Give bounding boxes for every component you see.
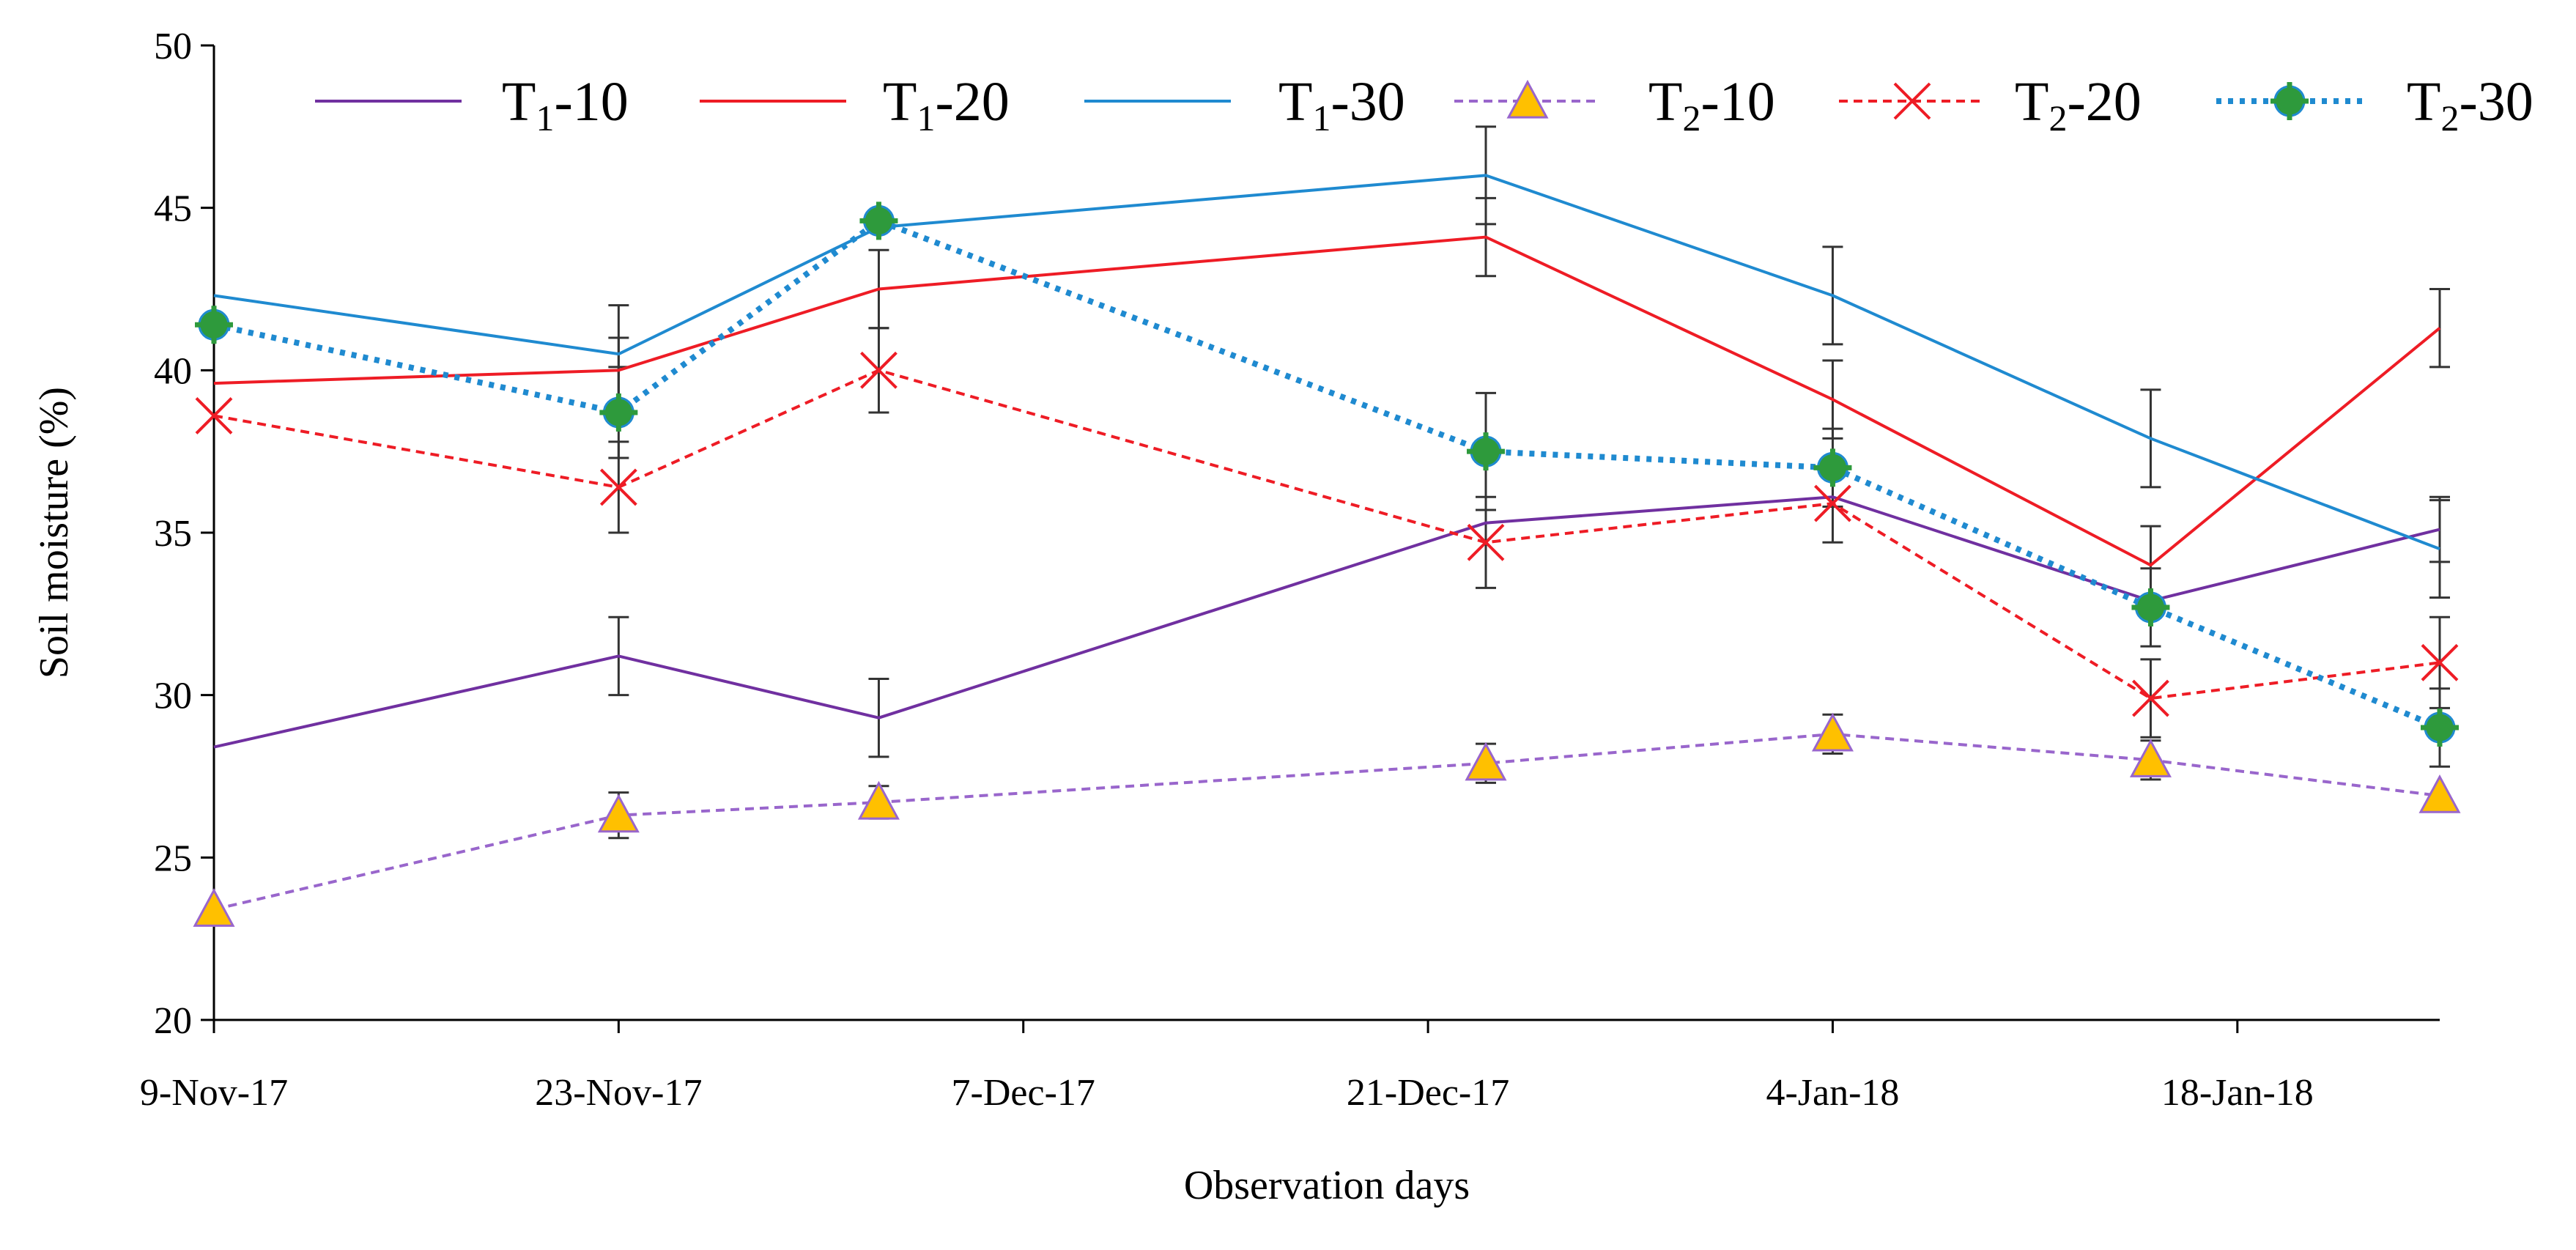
legend-label-suffix: -20 bbox=[2067, 71, 2141, 133]
y-tick-label: 45 bbox=[154, 188, 192, 230]
legend-label: T1-20 bbox=[883, 71, 1010, 138]
series-marker bbox=[2418, 774, 2461, 813]
series-line-t1-10 bbox=[213, 495, 2440, 749]
series-marker bbox=[1465, 742, 1507, 781]
y-tick-label: 35 bbox=[154, 513, 192, 555]
legend-label-subscript: 1 bbox=[536, 97, 554, 138]
series-markers bbox=[193, 201, 2461, 927]
series-marker bbox=[2131, 588, 2170, 626]
x-tick-label: 9-Nov-17 bbox=[140, 1072, 288, 1114]
series-marker bbox=[599, 468, 637, 506]
series-lines bbox=[213, 174, 2441, 911]
x-ticks: 9-Nov-17 23-Nov-17 7-Dec-17 21-Dec-17 4-Jan-… bbox=[140, 1020, 2314, 1114]
series-line-t1-30 bbox=[213, 174, 2440, 551]
x-tick-label: 23-Nov-17 bbox=[535, 1072, 702, 1114]
x-tick-label: 21-Dec-17 bbox=[1347, 1072, 1509, 1114]
legend-label-base: T bbox=[1278, 71, 1312, 133]
legend-label: T2-30 bbox=[2407, 71, 2534, 138]
series-marker bbox=[1467, 523, 1505, 561]
series-marker bbox=[599, 393, 638, 432]
legend-label-base: T bbox=[1648, 71, 1682, 133]
legend-label-subscript: 2 bbox=[2440, 97, 2459, 138]
x-tick-label: 18-Jan-18 bbox=[2161, 1072, 2314, 1114]
x-tick-label: 4-Jan-18 bbox=[1766, 1072, 1899, 1114]
x-axis-title: Observation days bbox=[1184, 1163, 1470, 1208]
y-axis-title: Soil moisture (%) bbox=[32, 387, 77, 678]
series-marker bbox=[860, 351, 897, 389]
x-tick-label: 7-Dec-17 bbox=[952, 1072, 1095, 1114]
y-ticks: 20 25 30 35 40 45 50 bbox=[154, 26, 214, 1042]
series-marker bbox=[195, 306, 233, 344]
legend-label-subscript: 1 bbox=[917, 97, 935, 138]
series-marker bbox=[1814, 484, 1851, 522]
series-line-t1-20 bbox=[213, 235, 2441, 567]
legend-label: T2-10 bbox=[1648, 71, 1775, 138]
y-tick-label: 30 bbox=[154, 676, 192, 717]
legend-label-suffix: -10 bbox=[554, 71, 628, 133]
series-marker bbox=[859, 201, 898, 240]
series-line-t2-10 bbox=[213, 732, 2440, 911]
legend-label-suffix: -30 bbox=[1330, 71, 1404, 133]
series-marker bbox=[2421, 643, 2459, 681]
legend-label-subscript: 2 bbox=[1682, 97, 1700, 138]
legend-label-subscript: 2 bbox=[2048, 97, 2067, 138]
series-marker bbox=[2129, 739, 2172, 777]
legend-label-base: T bbox=[2015, 71, 2048, 133]
legend-label-subscript: 1 bbox=[1312, 97, 1330, 138]
legend-label-base: T bbox=[2407, 71, 2440, 133]
legend-label-base: T bbox=[883, 71, 917, 133]
series-marker bbox=[1811, 712, 1854, 752]
series-marker bbox=[1893, 82, 1931, 120]
legend: T1-10 T1-20 T1-30 T2-10 T2-20 T2-30 bbox=[315, 71, 2534, 138]
legend-label-suffix: -20 bbox=[935, 71, 1009, 133]
axes bbox=[212, 45, 2440, 1021]
y-tick-label: 40 bbox=[154, 350, 192, 392]
series-marker bbox=[1467, 432, 1505, 471]
series-marker bbox=[2421, 709, 2459, 747]
series-marker bbox=[195, 396, 233, 434]
y-tick-label: 25 bbox=[154, 837, 192, 879]
legend-label-base: T bbox=[502, 71, 536, 133]
legend-label: T2-20 bbox=[2015, 71, 2142, 138]
series-marker bbox=[597, 794, 640, 833]
legend-label: T1-10 bbox=[502, 71, 629, 138]
y-tick-label: 20 bbox=[154, 1000, 192, 1042]
series-marker bbox=[1813, 448, 1852, 487]
series-marker bbox=[2270, 82, 2309, 120]
y-tick-label: 50 bbox=[154, 26, 192, 67]
legend-label-suffix: -30 bbox=[2459, 71, 2533, 133]
legend-label-suffix: -10 bbox=[1700, 71, 1774, 133]
series-marker bbox=[1506, 79, 1549, 119]
series-marker bbox=[857, 780, 900, 820]
series-marker bbox=[193, 888, 235, 927]
legend-label: T1-30 bbox=[1278, 71, 1405, 138]
series-marker bbox=[2132, 679, 2169, 717]
